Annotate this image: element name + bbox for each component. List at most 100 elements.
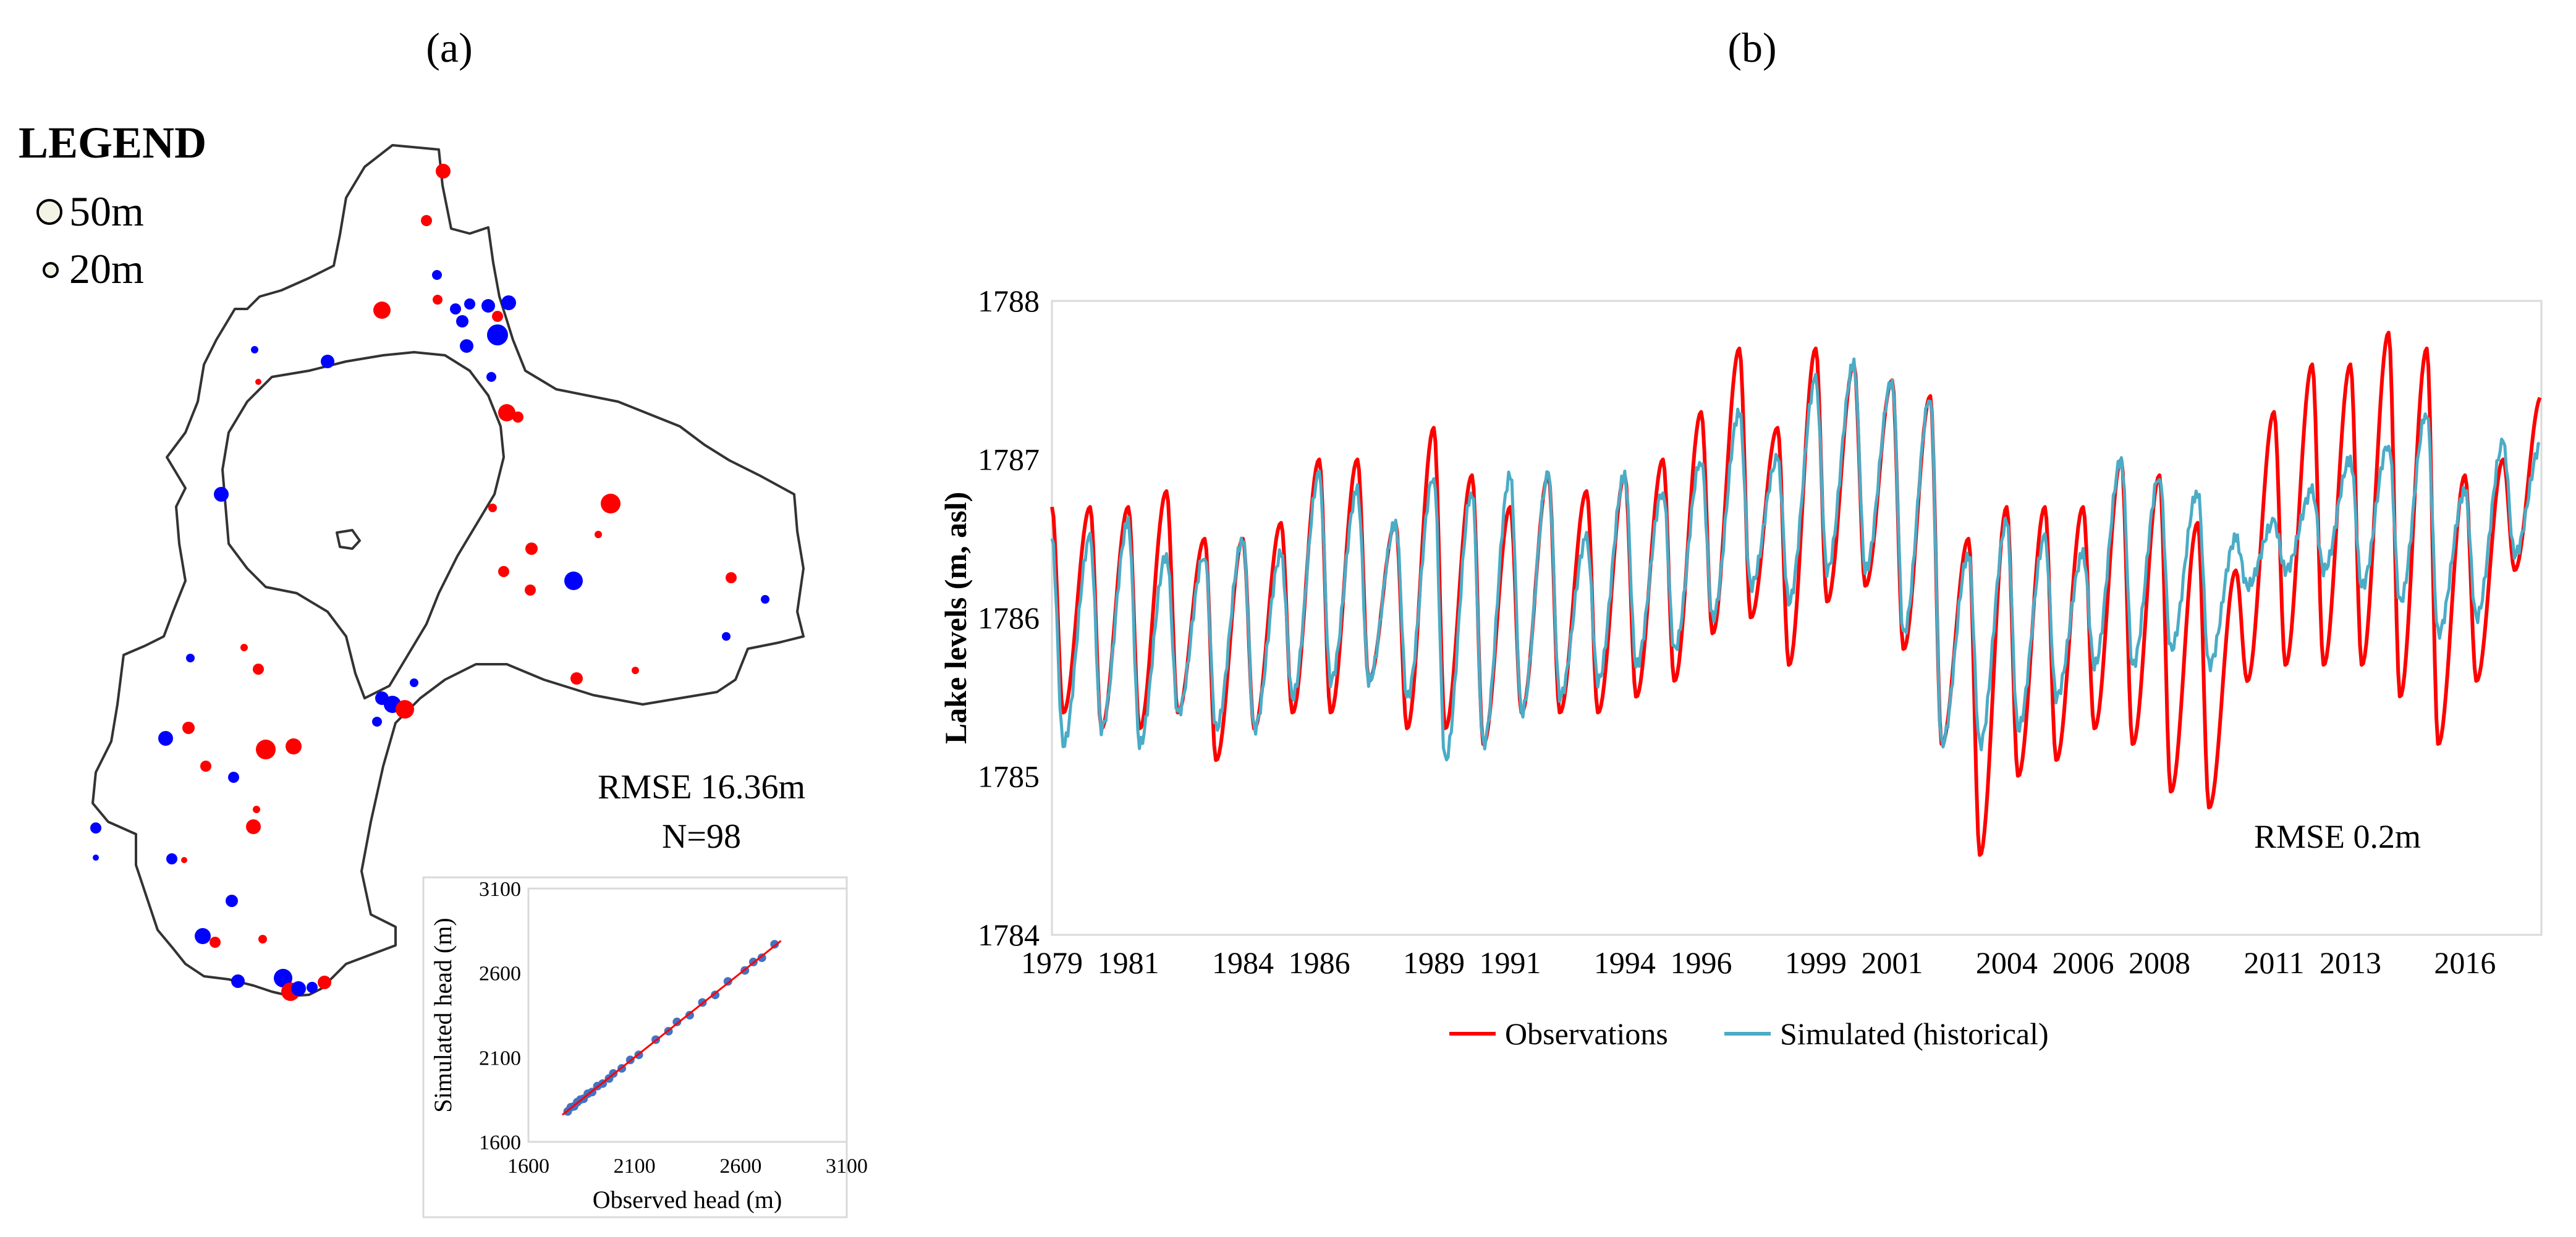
- legend-label-observations: Observations: [1505, 1016, 1668, 1051]
- error-point: [410, 678, 418, 687]
- error-point: [246, 819, 261, 834]
- main-xtick-label: 2016: [2434, 945, 2496, 980]
- error-point: [464, 298, 475, 310]
- main-ytick-label: 1787: [978, 442, 1040, 477]
- error-point: [195, 928, 211, 944]
- error-point: [251, 346, 258, 353]
- main-xticks: 1979 1981 1984 1986 1989 1991 1994 1996 1999 2001…: [1021, 945, 2496, 980]
- inset-ytick-label: 2600: [479, 963, 521, 986]
- error-point: [286, 738, 302, 754]
- inset-ticks: 1600 2100 2600 3100 1600 2100 2600 3100: [479, 878, 868, 1178]
- inset-data-point: [685, 1011, 694, 1020]
- error-point: [214, 487, 229, 502]
- error-point: [226, 895, 238, 907]
- error-point: [253, 664, 264, 675]
- error-point: [488, 504, 497, 512]
- error-point: [492, 311, 503, 322]
- inset-xtick-label: 1600: [507, 1155, 549, 1178]
- error-point: [486, 372, 496, 382]
- error-point: [570, 672, 583, 685]
- error-point: [512, 412, 523, 423]
- error-point: [186, 654, 195, 662]
- main-yticks: 1784 1785 1786 1787 1788: [978, 284, 1040, 952]
- error-point: [525, 585, 536, 596]
- main-xtick-label: 1994: [1594, 945, 1656, 980]
- main-ytick-label: 1785: [978, 759, 1040, 794]
- error-point: [498, 404, 515, 421]
- error-point: [726, 572, 737, 583]
- inset-ytick-label: 2100: [479, 1047, 521, 1070]
- error-point: [501, 295, 516, 310]
- error-point: [93, 855, 99, 861]
- error-point: [291, 981, 306, 996]
- n-label-a: N=98: [662, 817, 741, 856]
- legend-circle-large: [36, 199, 62, 225]
- panel-a-label: (a): [426, 24, 472, 71]
- inset-data-point: [672, 1017, 682, 1026]
- main-xtick-label: 2001: [1861, 945, 1923, 980]
- error-point: [436, 164, 451, 179]
- error-point: [158, 731, 173, 746]
- error-point: [432, 270, 442, 280]
- legend-label-simulated: Simulated (historical): [1780, 1016, 2049, 1051]
- error-point: [487, 324, 508, 345]
- error-point: [450, 303, 461, 315]
- error-point: [255, 379, 261, 385]
- rmse-label-b: RMSE 0.2m: [2254, 818, 2421, 855]
- inset-scatter-chart: 1600 2100 2600 3100 1600 2100 2600 3100 Observe…: [422, 876, 868, 1218]
- main-xtick-label: 1981: [1098, 945, 1159, 980]
- inset-data-point: [723, 977, 732, 986]
- series-line-observations: [1050, 331, 2542, 857]
- error-point: [231, 974, 245, 988]
- inset-xtick-label: 3100: [826, 1155, 868, 1178]
- error-point: [200, 761, 211, 772]
- main-xtick-label: 2004: [1976, 945, 2038, 980]
- inset-ytick-label: 1600: [479, 1131, 521, 1154]
- inset-ylabel: Simulated head (m): [429, 918, 457, 1112]
- inset-one-to-one-line: [561, 940, 782, 1116]
- error-point: [373, 302, 391, 319]
- main-xtick-label: 1999: [1785, 945, 1847, 980]
- error-point: [601, 494, 621, 513]
- error-point: [632, 667, 639, 674]
- lake-island: [336, 529, 361, 550]
- error-point: [228, 772, 239, 783]
- panel-b-label: (b): [1727, 24, 1776, 71]
- legend-item-large: 50m: [69, 188, 144, 235]
- main-xtick-label: 1989: [1403, 945, 1465, 980]
- error-point: [761, 595, 769, 604]
- error-point: [240, 644, 248, 651]
- error-point: [722, 632, 731, 641]
- main-ylabel: Lake levels (m, asl): [938, 492, 973, 744]
- error-point: [456, 315, 468, 327]
- inset-data-point: [757, 953, 766, 963]
- error-point: [321, 355, 334, 368]
- error-point: [525, 543, 538, 555]
- main-xtick-label: 1996: [1671, 945, 1732, 980]
- error-point: [256, 740, 276, 759]
- main-ytick-label: 1786: [978, 601, 1040, 635]
- inset-ytick-label: 3100: [479, 878, 521, 901]
- inset-plot-area: [527, 887, 848, 1143]
- error-point: [564, 572, 583, 590]
- error-point: [595, 531, 602, 538]
- legend-title: LEGEND: [19, 118, 206, 167]
- main-xtick-label: 1986: [1289, 945, 1350, 980]
- catchment-map: [91, 144, 805, 997]
- error-point: [421, 215, 432, 226]
- error-point: [210, 937, 221, 948]
- inset-xtick-label: 2600: [719, 1155, 761, 1178]
- inset-data-point: [711, 990, 720, 1000]
- error-point: [181, 857, 187, 863]
- error-point: [460, 339, 473, 353]
- error-point: [274, 969, 292, 987]
- inset-data-point: [770, 940, 779, 949]
- lake-level-chart: 1784 1785 1786 1787 1788 1979 1981 1984 1986 198…: [938, 284, 2543, 1051]
- rmse-label-a: RMSE 16.36m: [598, 768, 805, 806]
- catchment-outer-boundary: [91, 144, 805, 997]
- legend-circle-small: [43, 262, 59, 278]
- series-line-simulated: [1050, 357, 2541, 762]
- inset-points: [561, 940, 782, 1116]
- error-point: [90, 822, 101, 834]
